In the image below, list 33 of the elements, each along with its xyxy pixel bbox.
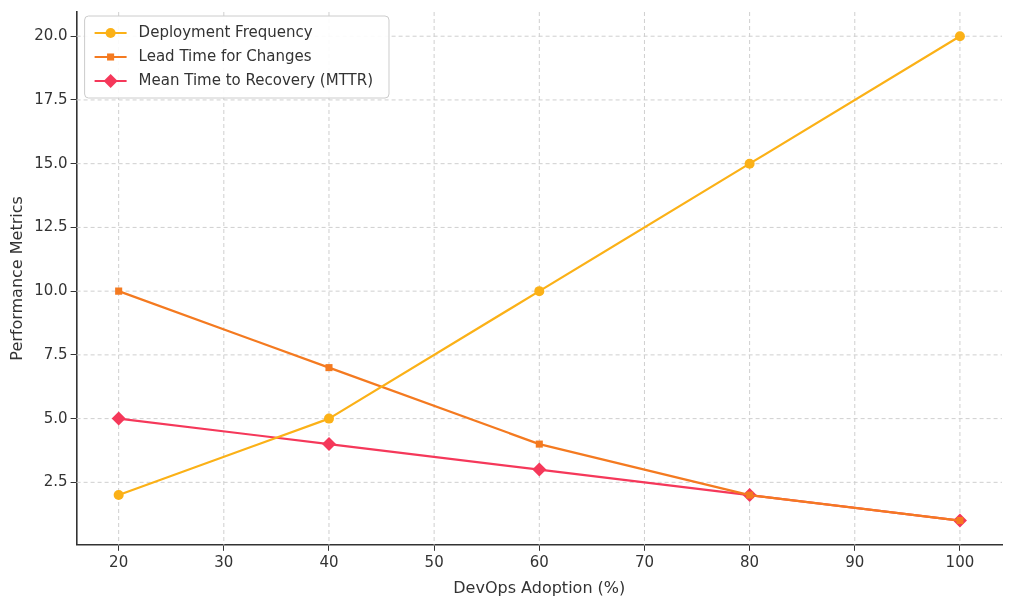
y-tick-label: 15.0	[34, 153, 68, 172]
x-tick-label: 80	[740, 552, 760, 571]
point	[744, 158, 755, 169]
y-tick-label: 5.0	[43, 408, 68, 427]
point	[535, 440, 543, 448]
y-tick-label: 12.5	[34, 217, 68, 236]
point	[113, 490, 124, 501]
x-tick-label: 100	[945, 552, 975, 571]
legend-label: Mean Time to Recovery (MTTR)	[138, 70, 373, 89]
x-tick-label: 90	[845, 552, 865, 571]
y-tick-label: 20.0	[34, 26, 68, 45]
point	[954, 31, 965, 42]
x-tick-label: 20	[109, 552, 129, 571]
x-axis-title: DevOps Adoption (%)	[453, 577, 626, 597]
x-tick-label: 70	[634, 552, 655, 571]
point	[111, 411, 126, 426]
point	[534, 286, 545, 297]
x-tick-label: 30	[214, 552, 234, 571]
point	[115, 287, 123, 295]
legend-label: Lead Time for Changes	[138, 46, 312, 65]
x-tick-label: 40	[319, 552, 339, 571]
y-tick-label: 17.5	[34, 89, 68, 108]
point	[532, 462, 547, 477]
y-tick-label: 7.5	[43, 344, 68, 363]
legend-label: Deployment Frequency	[138, 22, 313, 41]
point	[323, 413, 334, 424]
x-tick-label: 50	[424, 552, 444, 571]
y-tick-label: 2.5	[43, 472, 68, 491]
x-tick-label: 60	[529, 552, 549, 571]
y-tick-label: 10.0	[34, 281, 68, 300]
point	[325, 364, 333, 372]
point	[321, 437, 336, 452]
y-axis-title: Performance Metrics	[6, 196, 26, 361]
